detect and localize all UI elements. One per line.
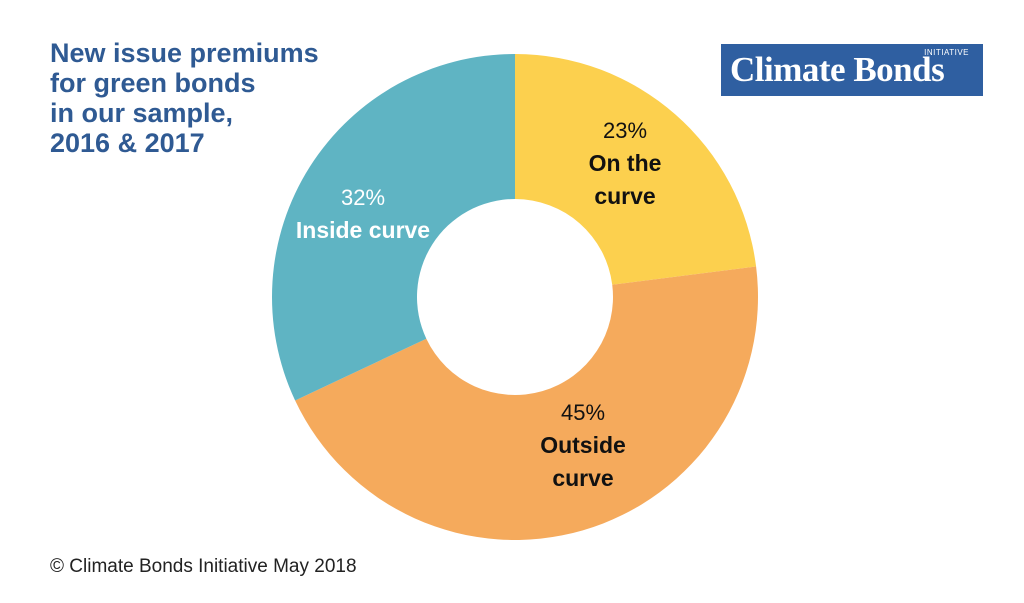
title-line: New issue premiums <box>50 38 319 68</box>
copyright-footer: © Climate Bonds Initiative May 2018 <box>50 556 357 577</box>
title-line: for green bonds <box>50 68 256 98</box>
title-line: 2016 & 2017 <box>50 128 205 158</box>
slice-category-label: curve <box>552 465 613 491</box>
logo-main-text: Climate Bonds <box>730 50 945 89</box>
slice-percent-label: 32% <box>341 185 385 210</box>
slice-category-label: Outside <box>540 432 626 458</box>
logo-initiative-text: INITIATIVE <box>924 48 969 57</box>
climate-bonds-logo: INITIATIVE Climate Bonds <box>721 44 983 96</box>
slice-percent-label: 45% <box>561 400 605 425</box>
donut-slice <box>295 266 758 540</box>
donut-slice <box>272 54 515 401</box>
chart-title: New issue premiums for green bonds in ou… <box>50 38 380 158</box>
slice-percent-label: 23% <box>603 118 647 143</box>
slice-category-label: Inside curve <box>296 217 430 243</box>
slice-category-label: curve <box>594 183 655 209</box>
title-line: in our sample, <box>50 98 234 128</box>
slice-category-label: On the <box>589 150 662 176</box>
donut-slice <box>515 54 757 285</box>
